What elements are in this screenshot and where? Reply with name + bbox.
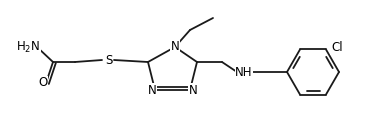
Text: H$_2$N: H$_2$N (16, 39, 40, 55)
Text: N: N (170, 41, 179, 53)
Text: O: O (38, 76, 48, 89)
Text: N: N (148, 84, 156, 97)
Text: Cl: Cl (331, 41, 343, 54)
Text: NH: NH (235, 66, 253, 78)
Text: N: N (188, 84, 197, 97)
Text: S: S (105, 53, 113, 67)
